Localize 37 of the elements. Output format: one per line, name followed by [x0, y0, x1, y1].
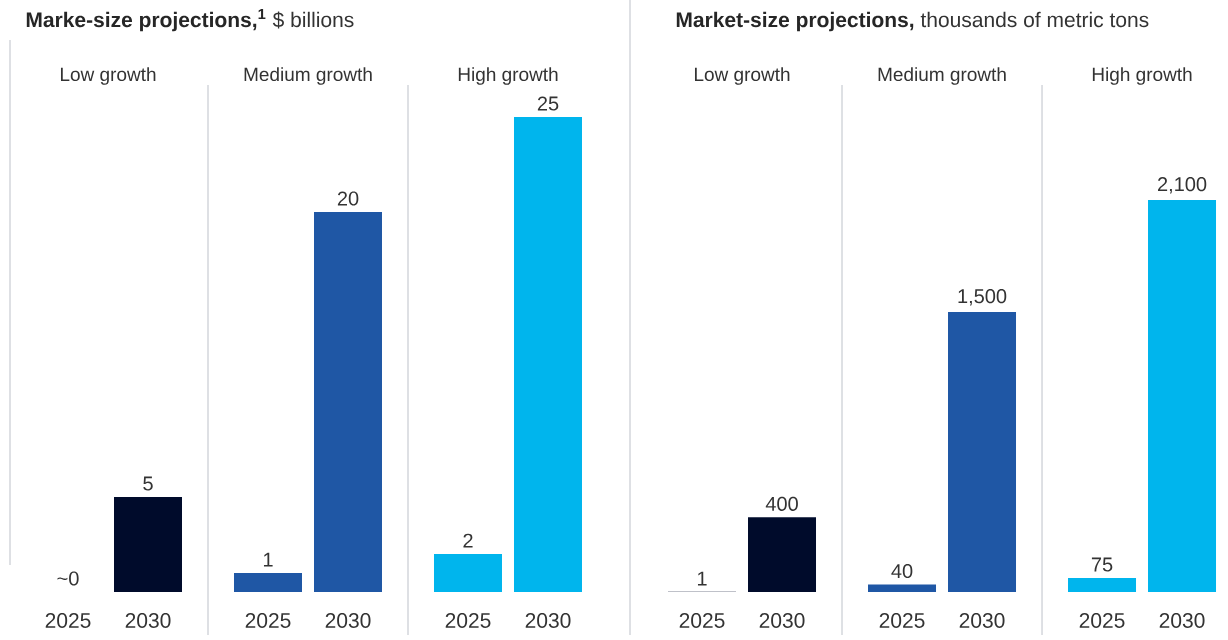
bar [514, 116, 582, 592]
x-tick-label: 2030 [525, 613, 571, 628]
x-tick-label: 2030 [959, 613, 1005, 628]
text: Medium growth [878, 67, 1006, 85]
text: Low growth [60, 67, 156, 85]
data-label: 25 [537, 96, 559, 111]
text: High growth [1092, 67, 1192, 85]
data-label: 20 [337, 191, 359, 206]
data-label: 2 [463, 533, 473, 548]
x-tick-label: 2030 [1159, 613, 1205, 628]
bar [114, 496, 182, 592]
x-tick-label: 2025 [879, 613, 925, 628]
data-label: 1 [263, 552, 273, 567]
text: Medium growth [244, 67, 372, 85]
x-tick-label: 2025 [45, 613, 91, 628]
x-tick-label: 2030 [759, 613, 805, 628]
x-tick-label: 2025 [245, 613, 291, 628]
data-label: 75 [1091, 557, 1113, 572]
chart-title: Market-size projections, [676, 11, 914, 32]
text: High growth [458, 67, 558, 85]
text: Low growth [694, 67, 790, 85]
chart-subtitle: thousands of metric tons [920, 11, 1149, 28]
chart-subtitle: $ billions [272, 11, 354, 29]
x-tick-label: 2025 [679, 613, 725, 628]
data-label: 40 [891, 563, 913, 579]
data-label: 1 [697, 571, 707, 586]
data-label: ~0 [57, 571, 79, 586]
x-tick-label: 2025 [445, 613, 491, 628]
chart-title: Marke-size projections,$^{1}$ [26, 8, 266, 32]
data-label: 400 [765, 496, 798, 511]
bar [314, 211, 382, 592]
data-label: 2,100 [1158, 177, 1207, 194]
data-label: 5 [143, 476, 153, 491]
x-tick-label: 2030 [325, 613, 371, 628]
x-tick-label: 2030 [125, 613, 171, 628]
data-label: 1,500 [958, 289, 1007, 306]
x-tick-label: 2025 [1079, 613, 1125, 628]
